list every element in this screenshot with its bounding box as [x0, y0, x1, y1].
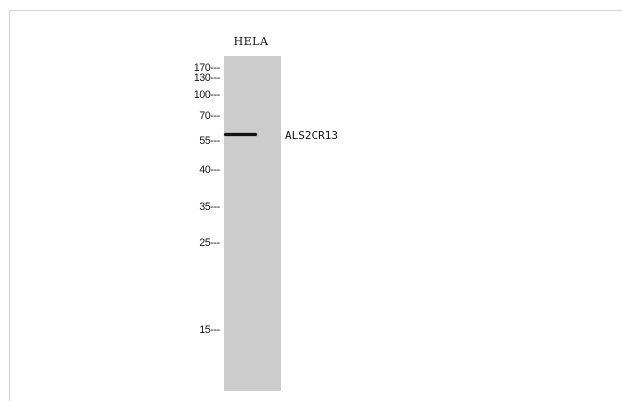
- lane-label: HELA: [233, 35, 269, 48]
- figure-frame: [9, 10, 622, 401]
- marker-label-15: 15---: [199, 324, 220, 336]
- marker-label-35: 35---: [199, 201, 220, 213]
- band-label: ALS2CR13: [285, 129, 338, 142]
- marker-label-55: 55---: [199, 135, 220, 147]
- marker-label-70: 70---: [199, 110, 220, 122]
- marker-label-100: 100---: [193, 89, 220, 101]
- blot-lane: [224, 56, 281, 391]
- marker-label-170: 170---: [193, 62, 220, 74]
- marker-label-40: 40---: [199, 164, 220, 176]
- marker-label-25: 25---: [199, 237, 220, 249]
- protein-band: [224, 133, 257, 136]
- marker-label-130: 130---: [193, 72, 220, 84]
